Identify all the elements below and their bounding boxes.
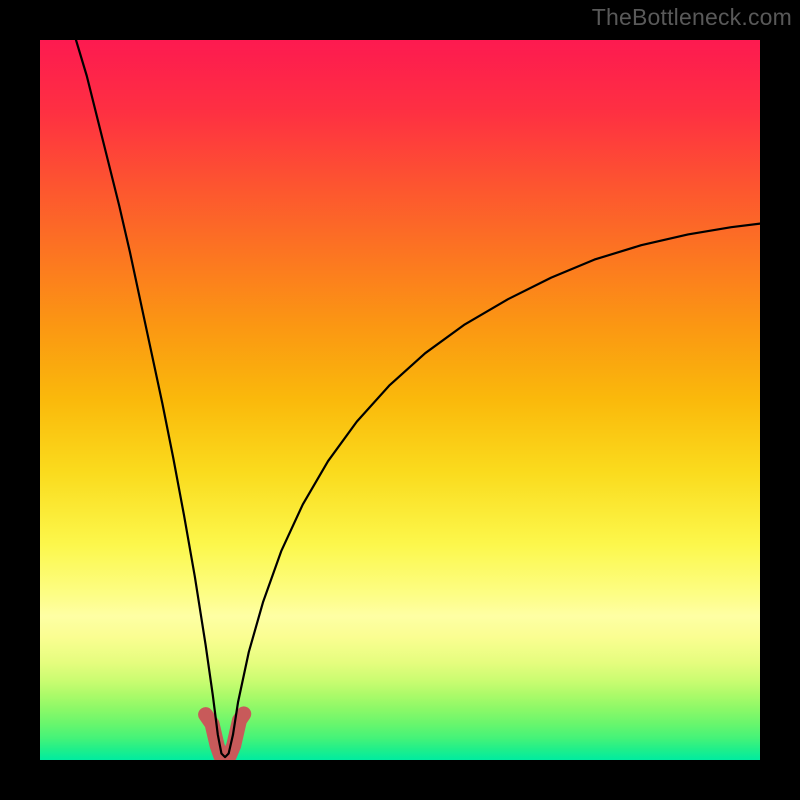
watermark-label: TheBottleneck.com: [592, 4, 792, 31]
chart-background-gradient: [40, 40, 760, 760]
bottleneck-curve-chart: [0, 0, 800, 800]
chart-stage: TheBottleneck.com: [0, 0, 800, 800]
